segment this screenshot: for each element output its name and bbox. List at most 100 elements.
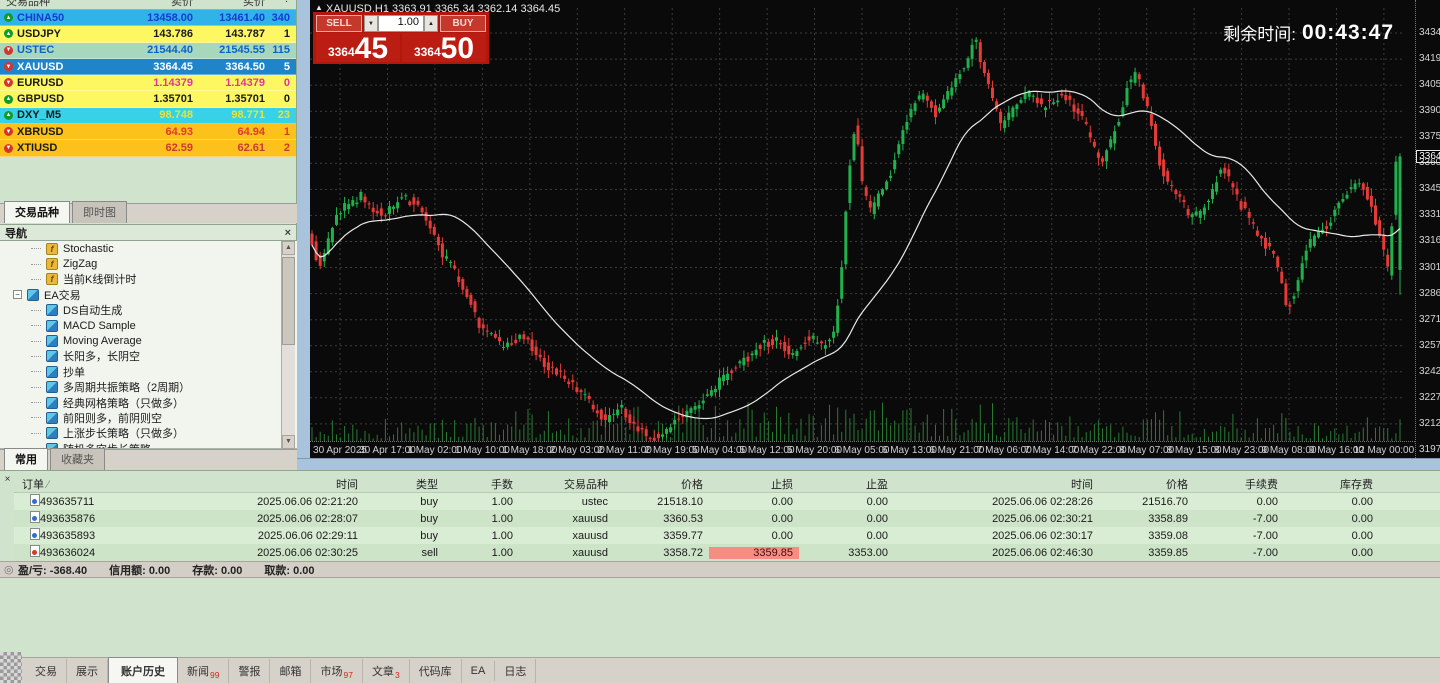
tree-item[interactable]: 抄单 [0, 364, 297, 379]
tree-item[interactable]: f ZigZag [0, 256, 297, 271]
tab-常用[interactable]: 常用 [4, 448, 48, 470]
market-watch-row[interactable]: ▲ GBPUSD 1.35701 1.35701 0 [0, 91, 296, 108]
market-watch-row[interactable]: ▼ XTIUSD 62.59 62.61 2 [0, 140, 296, 157]
tree-item[interactable]: 前阳则多，前阴则空 [0, 410, 297, 425]
tree-item[interactable]: f 当前K线倒计时 [0, 272, 297, 287]
history-row[interactable]: 493636024 2025.06.06 02:30:25 sell 1.00 xauu… [14, 544, 1440, 561]
lots: 1.00 [491, 512, 513, 525]
order-symbol: xauusd [572, 512, 608, 525]
bottom-tab-邮箱[interactable]: 邮箱 [270, 658, 312, 683]
spread-value: 0 [283, 76, 290, 89]
history-row[interactable]: 493635711 2025.06.06 02:21:20 buy 1.00 ustec… [14, 493, 1440, 510]
history-row[interactable]: 493635876 2025.06.06 02:28:07 buy 1.00 xauus… [14, 510, 1440, 527]
tree-item[interactable]: 多周期共振策略（2周期） [0, 380, 297, 395]
scroll-up-icon[interactable]: ▲ [282, 241, 295, 255]
tab-收藏夹[interactable]: 收藏夹 [50, 448, 105, 470]
ea-icon [46, 427, 58, 440]
history-row[interactable]: 493635893 2025.06.06 02:29:11 buy 1.00 xauus… [14, 527, 1440, 544]
swap: 0.00 [1351, 529, 1373, 542]
history-col[interactable]: 类型 [416, 479, 438, 491]
tree-item[interactable]: 长阳多，长阴空 [0, 349, 297, 364]
scrollbar-thumb[interactable] [282, 257, 295, 345]
open-time: 2025.06.06 02:29:11 [257, 529, 358, 542]
col-spread[interactable]: ! [265, 0, 296, 9]
tree-item[interactable]: Moving Average [0, 333, 297, 348]
history-col[interactable]: 价格 [1166, 479, 1188, 491]
history-col[interactable]: 手续费 [1245, 479, 1278, 491]
volume-increase-icon[interactable]: ▲ [424, 15, 438, 32]
market-watch-row[interactable]: ▲ USDJPY 143.786 143.787 1 [0, 26, 296, 43]
open-time: 2025.06.06 02:30:25 [257, 546, 358, 559]
down-arrow-icon: ▼ [4, 62, 13, 72]
bottom-tab-文章[interactable]: 文章 3 [363, 658, 410, 683]
collapse-icon[interactable]: − [13, 290, 22, 300]
buy-button[interactable]: BUY [440, 15, 486, 32]
spread-value: 1 [283, 27, 290, 40]
chart-area[interactable]: ▲ XAUUSD,H1 3363.91 3365.34 3362.14 3364… [310, 0, 1440, 458]
tree-item[interactable]: DS自动生成 [0, 303, 297, 318]
col-ask[interactable]: 买价 [243, 0, 265, 8]
tree-item-label: 随机多空步长策略 [63, 441, 151, 448]
time-axis-label: 12 May 00:00 [1353, 445, 1415, 456]
market-watch-row[interactable]: ▲ DXY_M5 98.748 98.771 23 [0, 107, 296, 125]
tree-connector [31, 386, 41, 388]
order-type: buy [420, 495, 438, 508]
indicator-icon: f [46, 242, 58, 255]
scroll-down-icon[interactable]: ▼ [282, 435, 295, 449]
bottom-tab-交易[interactable]: 交易 [26, 658, 67, 683]
history-col[interactable]: 止损 [771, 479, 793, 491]
bid-price: 143.786 [153, 27, 193, 40]
history-col[interactable]: 时间 [1071, 479, 1093, 491]
bottom-tab-市场[interactable]: 市场 97 [311, 658, 363, 683]
market-watch-row[interactable]: ▼ EURUSD 1.14379 1.14379 0 [0, 75, 296, 92]
spread-value: 0 [283, 93, 290, 106]
time-axis-label: 6 May 05:00 [834, 445, 890, 456]
ask-price: 3364.50 [225, 60, 265, 73]
bottom-tab-账户历史[interactable]: 账户历史 [108, 657, 178, 683]
open-price: 3359.77 [663, 529, 703, 542]
price-axis-label: 3375.4 [1419, 131, 1440, 143]
toolbox-close-icon[interactable]: × [4, 474, 11, 485]
history-col[interactable]: 止盈 [866, 479, 888, 491]
navigator-scrollbar[interactable]: ▲ ▼ [281, 241, 295, 449]
tree-item[interactable]: f Stochastic [0, 241, 297, 256]
tab-即时图[interactable]: 即时图 [72, 201, 127, 223]
history-col[interactable]: 手数 [491, 479, 513, 491]
close-time: 2025.06.06 02:30:21 [992, 512, 1093, 525]
bottom-tab-日志[interactable]: 日志 [495, 658, 537, 683]
history-col[interactable]: 时间 [336, 479, 358, 491]
close-price: 3359.85 [1148, 546, 1188, 559]
tree-item[interactable]: 随机多空步长策略 [0, 441, 297, 448]
sell-price[interactable]: 3364 45 [316, 33, 400, 62]
tab-交易品种[interactable]: 交易品种 [4, 201, 70, 223]
time-axis[interactable]: 30 Apr 2025 30 Apr 17:00 1 May 02:00 1 May … [310, 441, 1415, 458]
tree-item[interactable]: 经典网格策略（只做多） [0, 395, 297, 410]
market-watch-row[interactable]: ▼ USTEC 21544.40 21545.55 115 [0, 42, 296, 59]
bottom-tab-EA[interactable]: EA [462, 660, 496, 681]
market-watch-row[interactable]: ▼ XBRUSD 64.93 64.94 1 [0, 124, 296, 141]
bottom-tab-展示[interactable]: 展示 [67, 658, 108, 683]
history-col[interactable]: 价格 [681, 479, 703, 491]
tree-item[interactable]: − EA交易 [0, 287, 297, 302]
buy-price[interactable]: 3364 50 [402, 33, 486, 62]
market-watch-row[interactable]: ▲ CHINA50 13458.00 13461.40 340 [0, 10, 296, 27]
volume-input[interactable]: 1.00 [378, 15, 424, 32]
sell-button[interactable]: SELL [316, 15, 362, 32]
history-col-order[interactable]: 订单 ∕ [22, 479, 49, 491]
tree-item[interactable]: 上涨步长策略（只做多） [0, 426, 297, 441]
ea-icon [46, 411, 58, 424]
tree-item[interactable]: MACD Sample [0, 318, 297, 333]
price-chart[interactable] [310, 8, 1402, 441]
col-symbol[interactable]: 交易品种 [6, 0, 50, 8]
bottom-tab-警报[interactable]: 警报 [229, 658, 271, 683]
close-icon[interactable]: × [284, 226, 291, 239]
market-watch-row[interactable]: ▼ XAUUSD 3364.45 3364.50 5 [0, 58, 296, 76]
history-col[interactable]: 交易品种 [564, 479, 608, 491]
volume-decrease-icon[interactable]: ▼ [364, 15, 378, 32]
bottom-tab-代码库[interactable]: 代码库 [410, 658, 462, 683]
history-col[interactable]: 库存费 [1340, 479, 1373, 491]
price-axis[interactable]: 3364.4 3434.6 3419.8 3405.0 3390.2 3375.4 336… [1415, 0, 1440, 458]
price-axis-label: 3227.4 [1419, 391, 1440, 403]
bottom-tab-新闻[interactable]: 新闻 99 [178, 658, 230, 683]
col-bid[interactable]: 卖价 [171, 0, 193, 8]
